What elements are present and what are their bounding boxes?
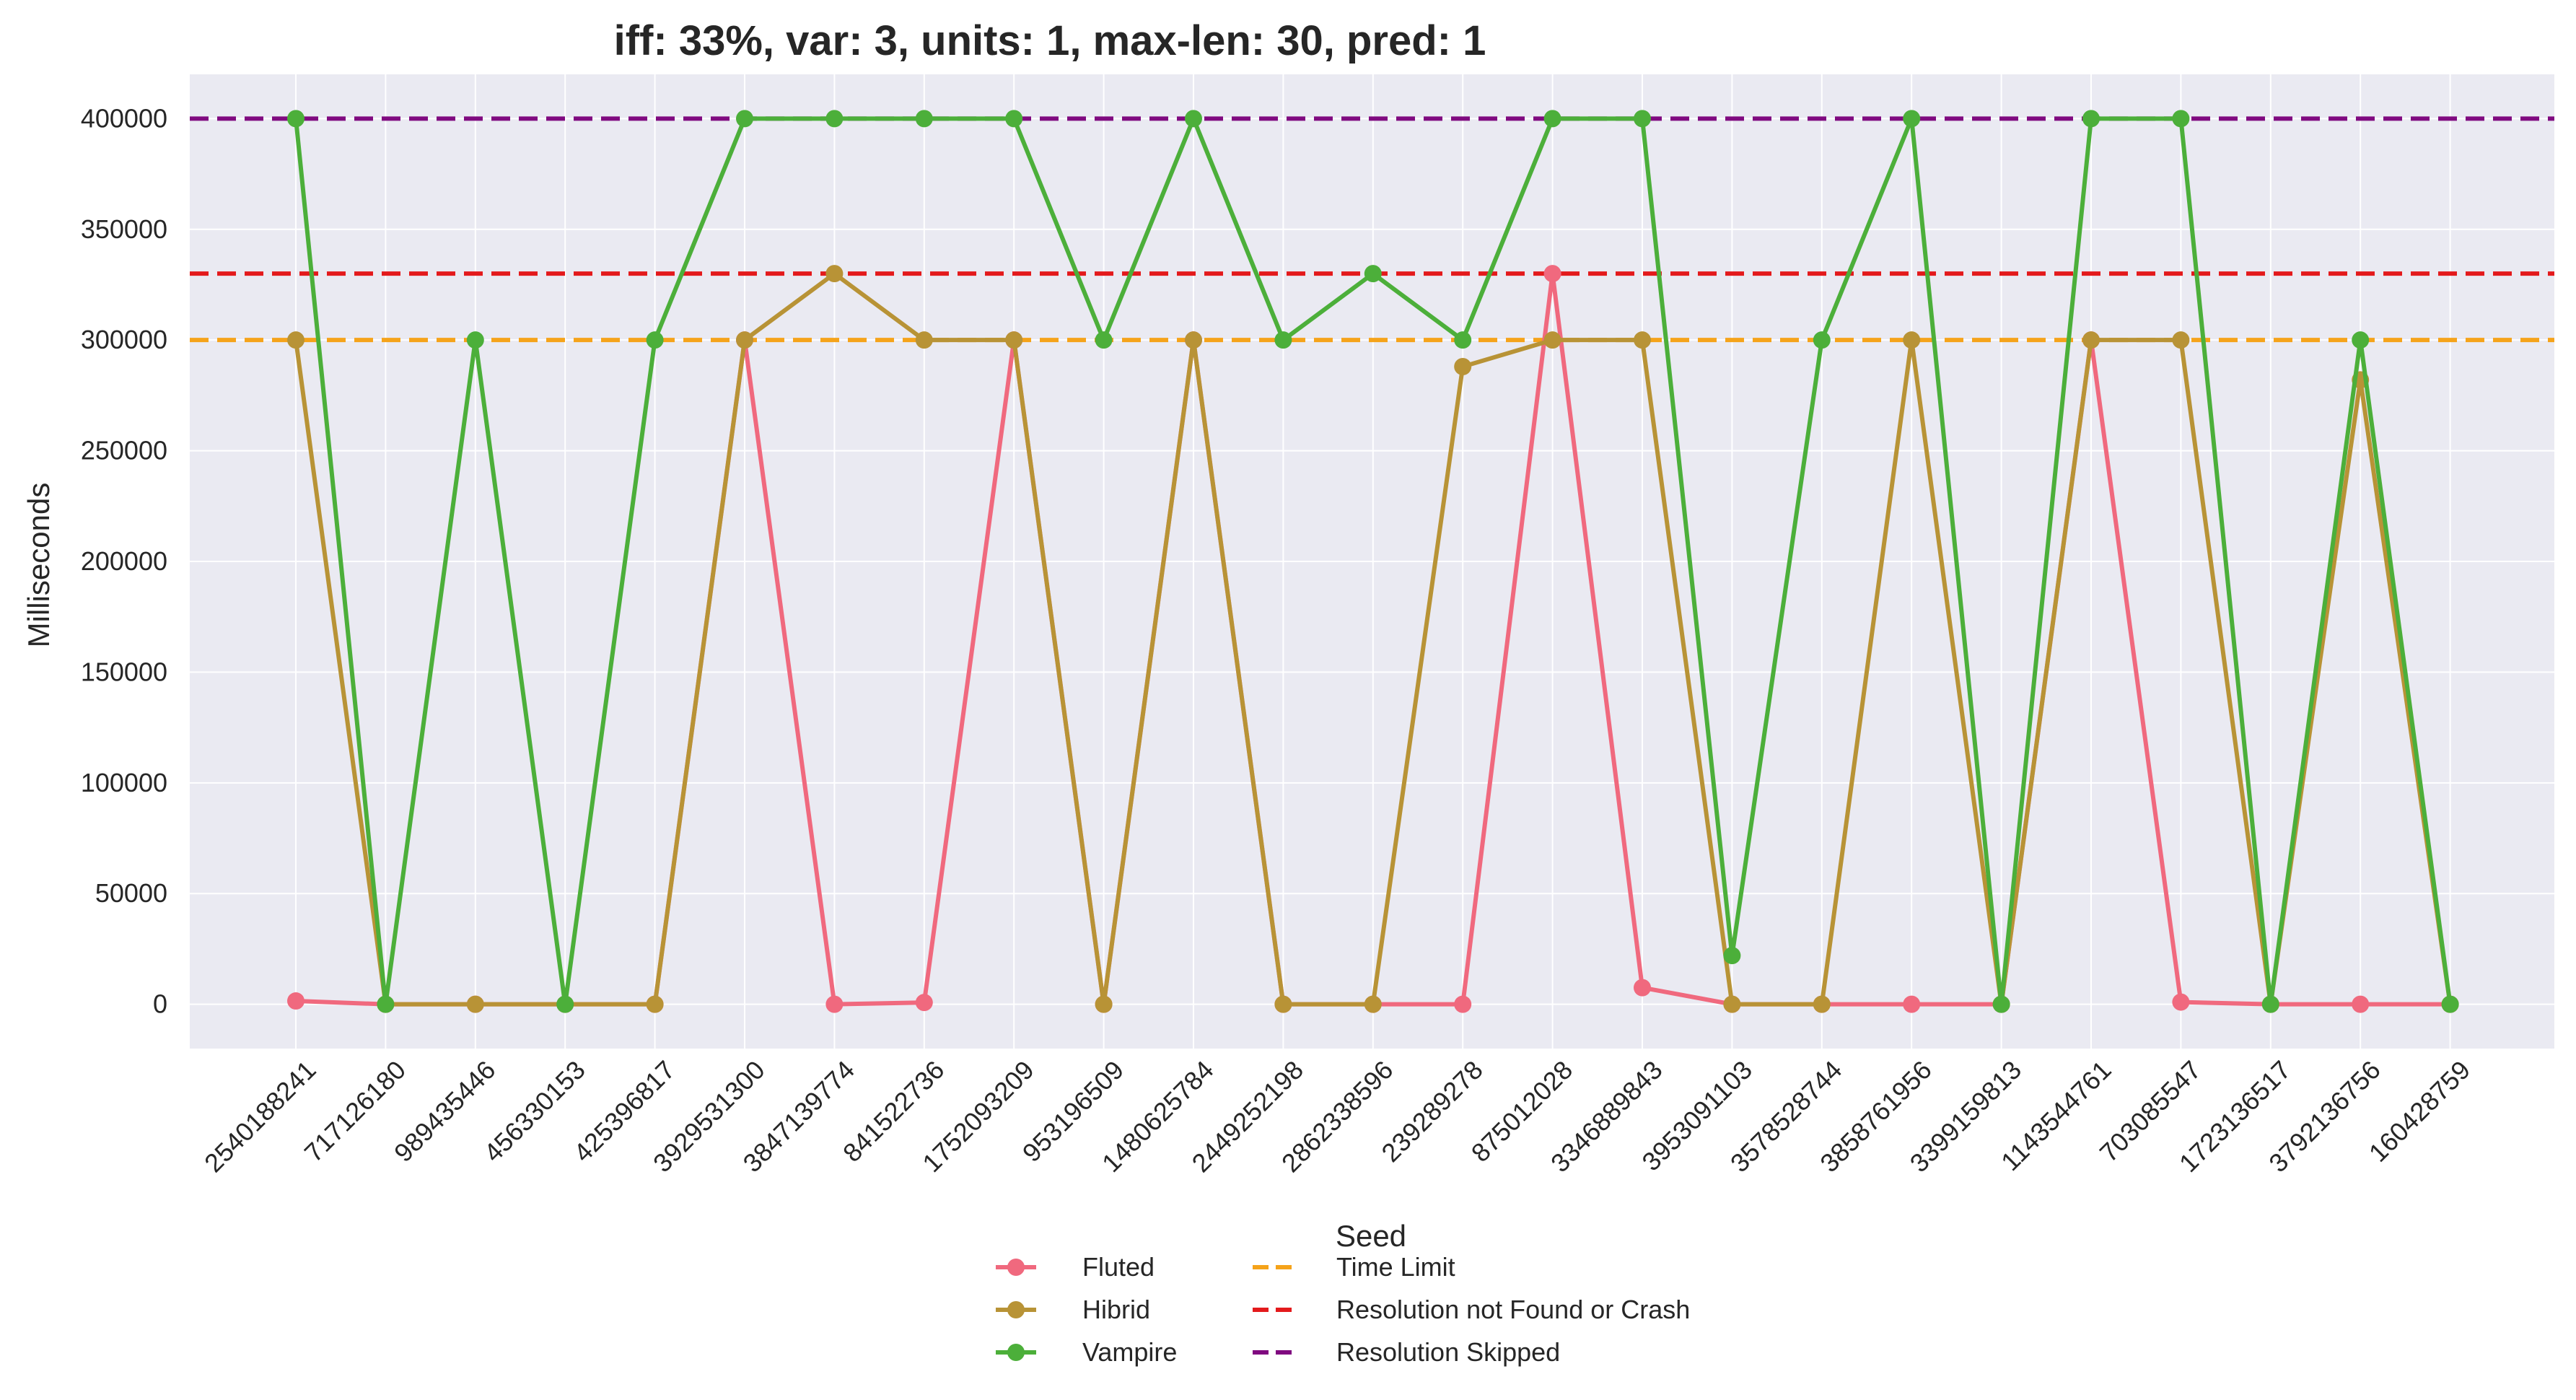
legend-marker [1007,1259,1025,1276]
data-point [1903,110,1921,128]
data-point [1543,265,1561,283]
data-point [1992,995,2010,1013]
y-axis-label: Milliseconds [22,483,56,648]
data-point [2352,995,2370,1013]
data-point [1095,331,1113,349]
data-point [915,331,933,349]
data-point [1364,995,1382,1013]
legend-label: Time Limit [1336,1252,1455,1282]
data-point [1634,331,1651,349]
legend-label: Hibrid [1082,1295,1150,1324]
data-point [556,995,574,1013]
data-point [1723,947,1741,965]
legend-label: Vampire [1082,1337,1177,1367]
data-point [2172,110,2190,128]
legend: Fluted Hibrid Vampire Time Limit Resolution … [996,1252,1690,1367]
data-point [1903,995,1921,1013]
data-point [1005,331,1023,349]
data-point [287,992,305,1010]
legend-label: Resolution Skipped [1336,1337,1560,1367]
data-point [1274,331,1292,349]
legend-marker [1007,1344,1025,1361]
data-point [915,994,933,1012]
data-point [2172,993,2190,1011]
data-point [1723,995,1741,1013]
y-tick-label: 300000 [81,325,167,354]
data-point [1364,265,1382,283]
y-tick-label: 250000 [81,436,167,465]
y-tick-label: 400000 [81,103,167,133]
chart-title: iff: 33%, var: 3, units: 1, max-len: 30,… [614,17,1486,64]
data-point [646,995,664,1013]
data-point [287,331,305,349]
data-point [2172,331,2190,349]
legend-label: Fluted [1082,1252,1155,1282]
data-point [825,110,844,128]
y-tick-label: 50000 [95,878,167,908]
data-point [1543,331,1561,349]
data-point [287,110,305,128]
data-point [1185,110,1202,128]
y-tick-label: 200000 [81,546,167,576]
data-point [1005,110,1023,128]
data-point [736,110,753,128]
data-point [915,110,933,128]
data-point [2082,331,2100,349]
y-tick-label: 350000 [81,214,167,244]
data-point [1274,995,1292,1013]
x-axis-ticks: 2540188241717126180989435446456330153425… [198,1055,2476,1178]
data-point [2082,110,2100,128]
x-tick-label: 2540188241 [198,1055,322,1178]
data-point [2261,995,2279,1013]
data-point [1454,331,1472,349]
data-point [736,331,753,349]
legend-label: Resolution not Found or Crash [1336,1295,1690,1324]
data-point [1543,110,1561,128]
data-point [1813,331,1831,349]
data-point [1454,358,1472,375]
y-tick-label: 150000 [81,657,167,686]
data-point [2441,995,2459,1013]
data-point [1634,979,1651,997]
data-point [377,995,395,1013]
data-point [825,265,844,283]
data-point [825,995,844,1013]
data-point [1095,995,1113,1013]
data-point [1185,331,1202,349]
data-point [1813,995,1831,1013]
data-point [1634,110,1651,128]
series-vampire [287,110,2459,1013]
data-point [2352,331,2370,349]
data-point [466,995,484,1013]
y-tick-label: 0 [153,989,167,1019]
data-series [287,110,2459,1013]
y-tick-label: 100000 [81,768,167,797]
legend-marker [1007,1301,1025,1318]
y-axis-ticks: 0 50000 100000 150000 200000 250000 300000 3500… [81,103,167,1018]
data-point [646,331,664,349]
data-point [466,331,484,349]
x-axis-label: Seed [1336,1219,1406,1253]
data-point [1903,331,1921,349]
data-point [1454,995,1472,1013]
